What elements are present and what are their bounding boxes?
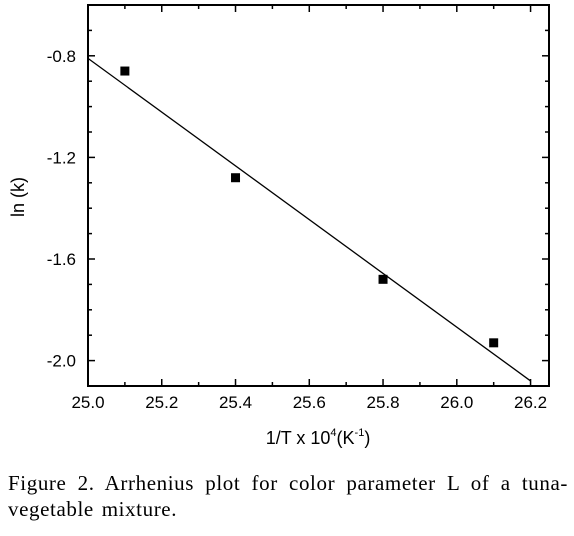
x-tick-label: 26.0 (440, 393, 473, 412)
x-axis-title-exponent: 4 (330, 427, 336, 439)
y-tick-label: -1.6 (47, 250, 76, 269)
x-tick-label: 25.4 (219, 393, 252, 412)
y-tick-labels: -0.8 -1.2 -1.6 -2.0 (47, 47, 76, 371)
y-tick-label: -0.8 (47, 47, 76, 66)
arrhenius-chart: 25.0 25.2 25.4 25.6 25.8 26.0 26.2 -0.8 -1.2 -1.… (8, 4, 550, 448)
data-point (489, 338, 499, 348)
y-axis-title: ln (k) (8, 177, 28, 217)
x-axis-title-unit-exponent: -1 (355, 427, 365, 439)
x-tick-label: 26.2 (514, 393, 547, 412)
y-tick-label: -2.0 (47, 352, 76, 371)
x-tick-labels: 25.0 25.2 25.4 25.6 25.8 26.0 26.2 (71, 393, 547, 412)
x-tick-label: 25.0 (71, 393, 104, 412)
data-point (120, 66, 130, 76)
plot-frame (87, 4, 550, 387)
data-point (231, 173, 241, 183)
x-axis-title-unit-close: ) (364, 428, 370, 448)
x-axis-title: 1/T x 104(K-1) (266, 427, 371, 448)
data-point (378, 274, 388, 284)
figure-caption: Figure 2. Arrhenius plot for color param… (8, 471, 568, 521)
x-axis-title-unit: (K (337, 428, 355, 448)
y-tick-label: -1.2 (47, 148, 76, 167)
x-tick-label: 25.6 (293, 393, 326, 412)
x-axis-title-main: 1/T x 10 (266, 428, 331, 448)
x-tick-label: 25.8 (366, 393, 399, 412)
x-tick-label: 25.2 (145, 393, 178, 412)
axis-ticks (87, 5, 549, 386)
fit-line (87, 57, 531, 382)
data-points (120, 66, 499, 348)
